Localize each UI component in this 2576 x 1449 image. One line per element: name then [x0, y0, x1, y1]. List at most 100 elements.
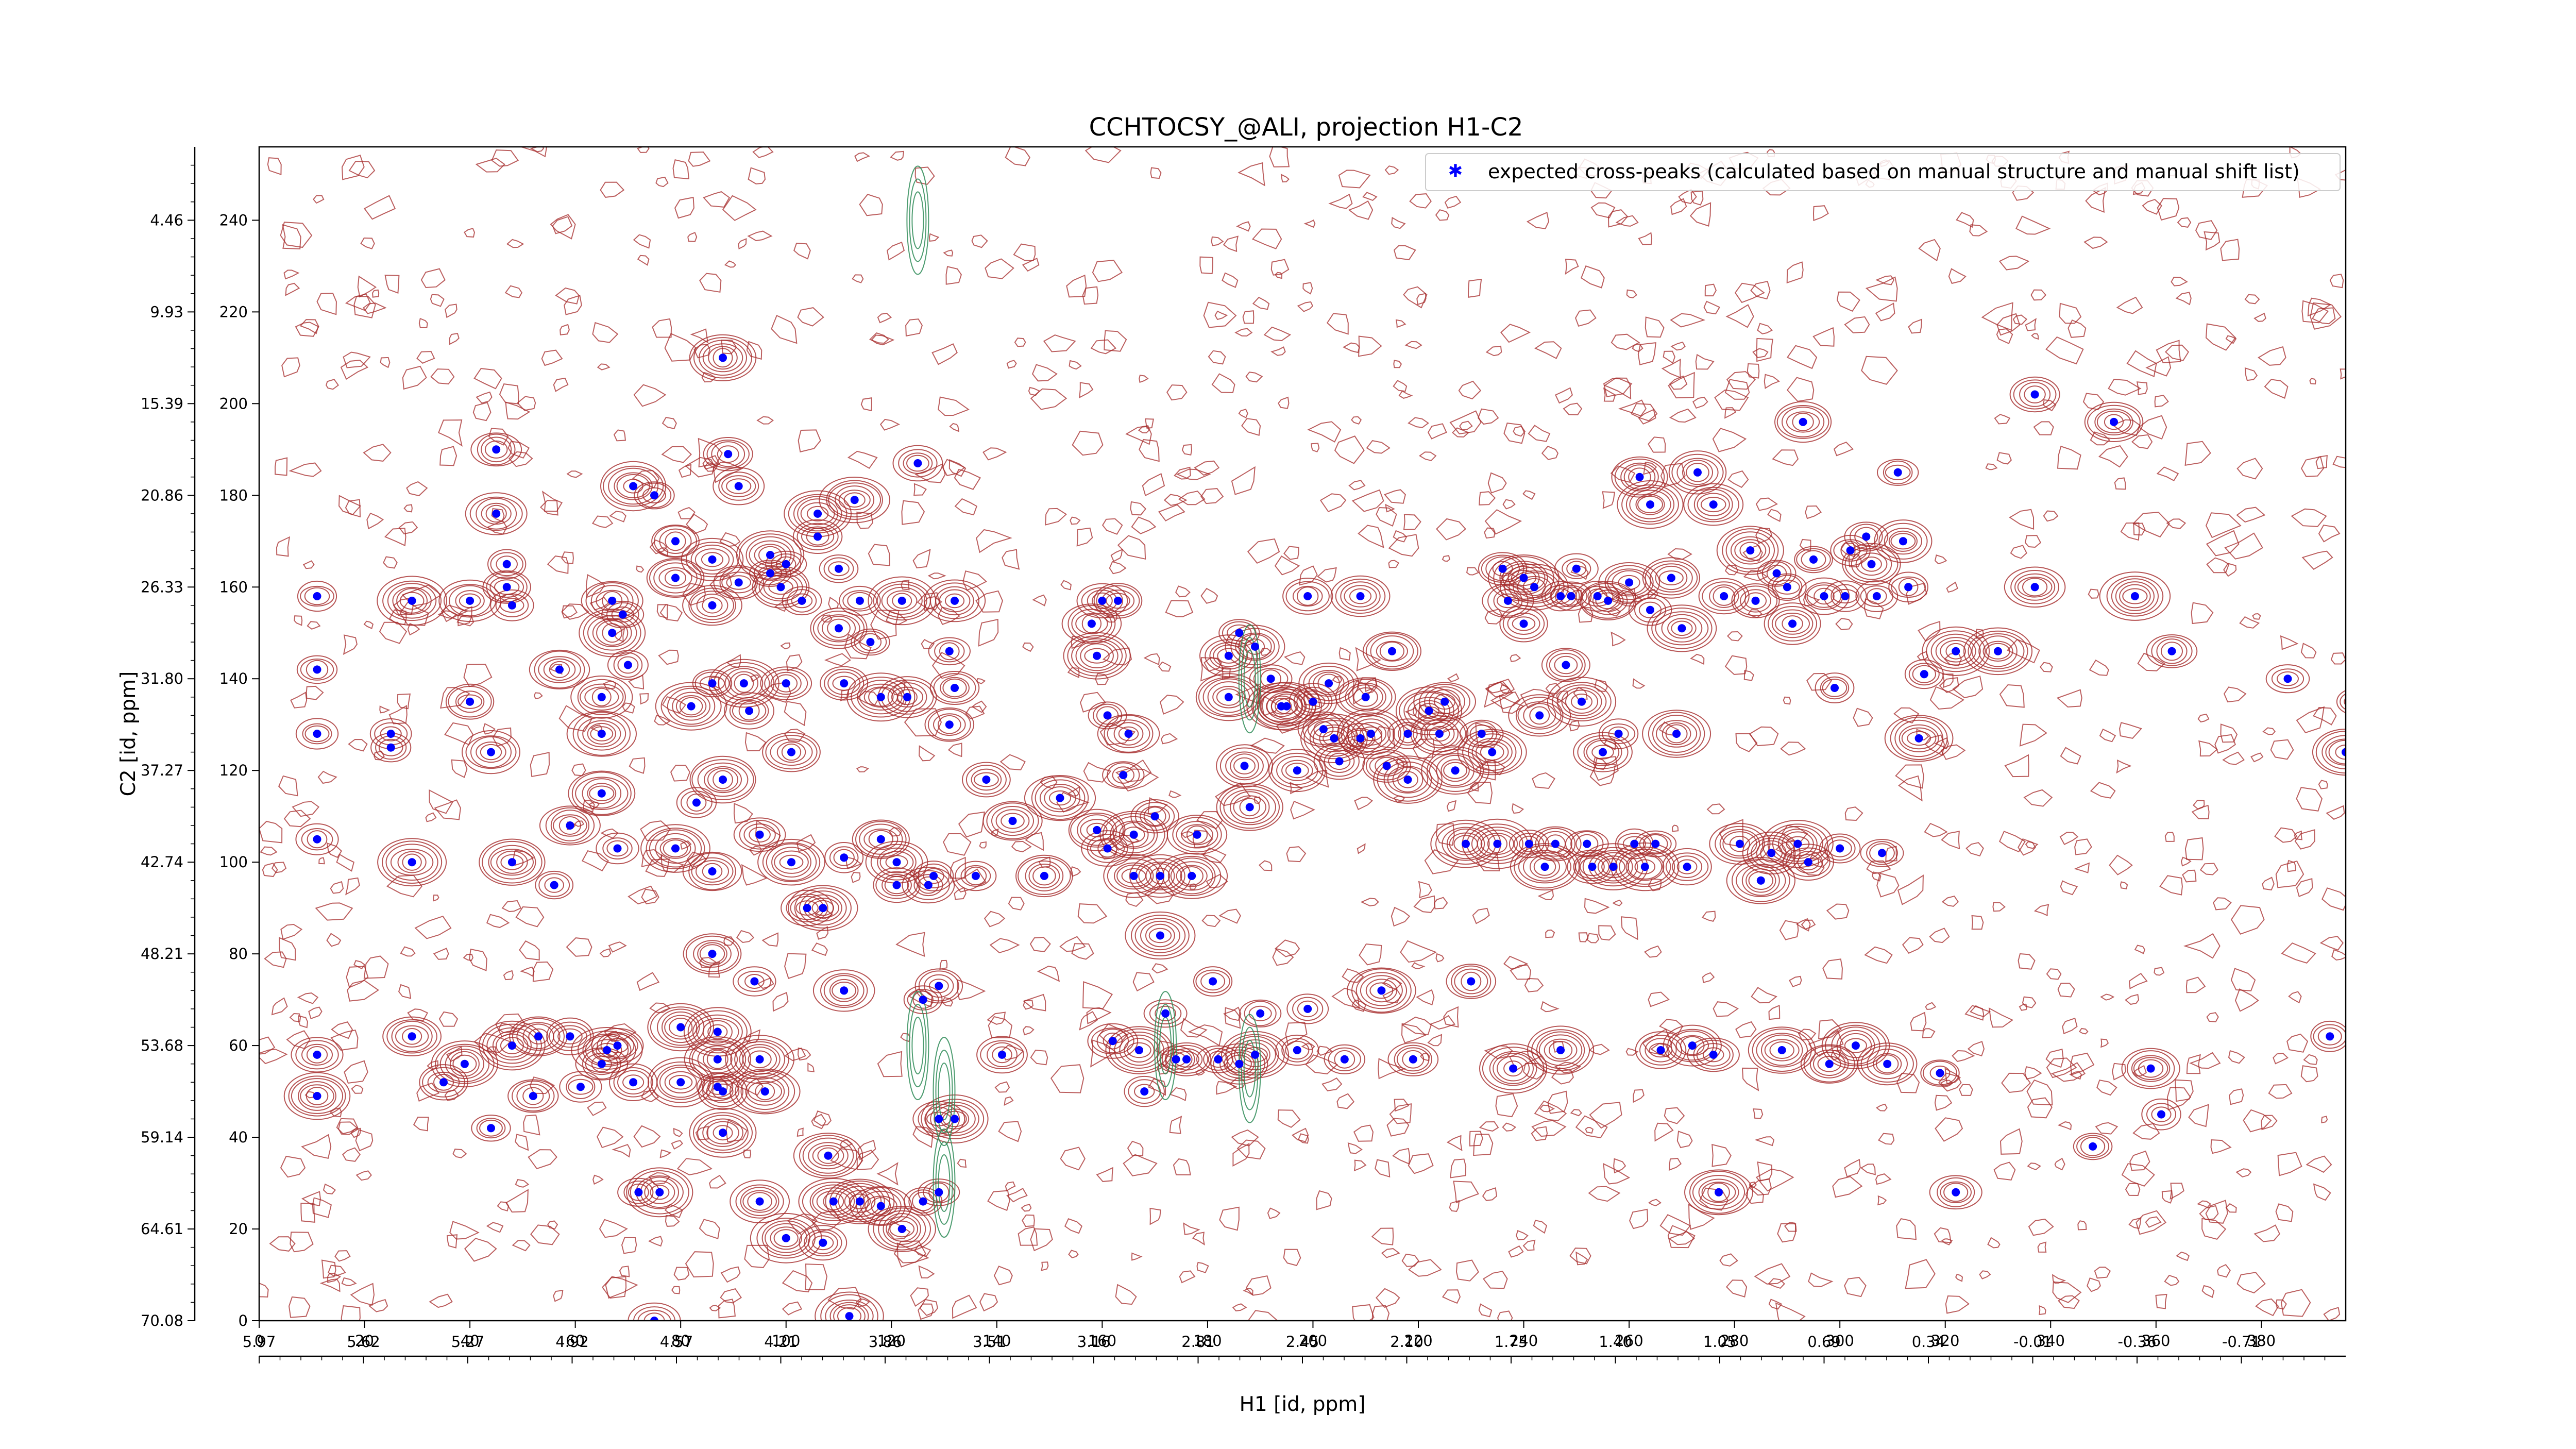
- noise-contour: [2313, 1183, 2331, 1201]
- cross-peak-point: [1293, 766, 1301, 775]
- noise-contour: [1878, 1133, 1895, 1145]
- noise-contour: [340, 360, 369, 380]
- peak-contour: [596, 589, 629, 612]
- cross-peak-point: [1103, 844, 1112, 853]
- cross-peak-point: [597, 789, 606, 798]
- noise-contour: [1353, 1124, 1374, 1142]
- noise-contour: [2176, 1251, 2190, 1261]
- noise-contour: [641, 888, 659, 904]
- peak-contour: [974, 772, 999, 787]
- noise-contour: [605, 1276, 638, 1299]
- noise-contour: [1023, 993, 1046, 1012]
- peak-contour: [1794, 546, 1833, 574]
- peak-contour: [1861, 557, 1882, 572]
- noise-contour: [319, 1278, 341, 1292]
- noise-contour: [1060, 1147, 1086, 1171]
- noise-contour: [756, 416, 774, 425]
- noise-contour: [993, 1266, 1013, 1286]
- peak-contour: [707, 1024, 728, 1040]
- noise-contour: [1768, 1278, 1785, 1289]
- noise-contour: [2307, 297, 2332, 317]
- peak-contour: [1571, 694, 1592, 710]
- noise-contour: [2145, 356, 2172, 377]
- noise-contour: [1922, 1028, 1936, 1038]
- peak-contour: [1338, 679, 1393, 716]
- peak-contour: [397, 851, 427, 873]
- peak-contour: [768, 579, 793, 595]
- noise-contour: [998, 1121, 1022, 1142]
- peak-contour: [1134, 918, 1186, 953]
- peak-contour: [479, 838, 546, 886]
- peak-contour: [745, 1077, 785, 1106]
- noise-contour: [1261, 695, 1280, 716]
- peak-contour: [2156, 638, 2188, 664]
- negative-contour: [906, 991, 929, 1101]
- cross-peak-point: [1403, 730, 1412, 738]
- noise-contour: [1400, 940, 1437, 963]
- peak-contour: [1968, 630, 2028, 672]
- noise-contour: [1626, 289, 1637, 298]
- peak-contour: [1757, 560, 1797, 587]
- peak-contour: [382, 1016, 442, 1057]
- cross-peak-point: [945, 720, 954, 729]
- noise-contour: [1194, 460, 1220, 476]
- peak-contour: [1809, 1049, 1849, 1079]
- noise-contour: [1395, 319, 1406, 328]
- cross-peak-point: [829, 1197, 838, 1206]
- peak-contour: [1891, 576, 1926, 598]
- noise-contour: [797, 307, 824, 327]
- peak-contour: [455, 690, 485, 713]
- noise-contour: [1526, 211, 1550, 229]
- peak-contour: [1266, 695, 1297, 717]
- noise-contour: [1896, 1072, 1920, 1093]
- peak-contour: [1419, 684, 1470, 720]
- peak-contour: [924, 974, 954, 998]
- peak-contour: [902, 867, 955, 904]
- x-tick-label: 20: [355, 1332, 374, 1350]
- y-tick-label: 80: [229, 945, 248, 963]
- noise-contour: [476, 391, 493, 404]
- peak-contour: [582, 720, 621, 748]
- peak-contour: [482, 840, 543, 884]
- cross-peak-point: [1451, 766, 1460, 775]
- noise-contour: [1479, 1121, 1499, 1132]
- peak-contour: [1362, 631, 1421, 671]
- peak-contour: [1176, 865, 1208, 887]
- noise-contour: [807, 1062, 815, 1072]
- cross-peak-point: [408, 596, 416, 605]
- peak-contour: [659, 528, 692, 554]
- peak-contour: [438, 579, 501, 622]
- y-tick-label: 180: [219, 486, 248, 504]
- y-tick-label: 200: [219, 395, 248, 412]
- noise-contour: [1455, 1259, 1479, 1282]
- peak-contour: [1323, 731, 1346, 746]
- noise-contour: [2136, 1210, 2167, 1235]
- peak-contour: [1093, 583, 1143, 619]
- peak-contour: [1035, 779, 1086, 817]
- cross-peak-point: [734, 482, 743, 491]
- peak-contour: [448, 686, 492, 718]
- cross-peak-point: [1303, 592, 1312, 600]
- noise-contour: [1458, 380, 1482, 400]
- noise-contour: [724, 260, 737, 268]
- noise-contour: [1375, 1159, 1391, 1178]
- peak-contour: [1707, 1182, 1730, 1202]
- noise-contour: [1284, 651, 1306, 665]
- noise-contour: [259, 1049, 288, 1065]
- noise-contour: [982, 447, 1007, 461]
- noise-contour: [1459, 420, 1473, 431]
- noise-contour: [919, 745, 936, 762]
- noise-contour: [2155, 1293, 2167, 1309]
- y-ppm-tick-label: 64.61: [141, 1220, 183, 1238]
- noise-contour: [723, 936, 735, 946]
- noise-contour: [912, 548, 931, 569]
- peak-contour: [1595, 592, 1621, 610]
- cross-peak-point: [1599, 748, 1607, 756]
- noise-contour: [917, 592, 940, 611]
- peak-contour: [1145, 863, 1175, 889]
- peak-contour: [1124, 1075, 1165, 1107]
- noise-contour: [901, 500, 925, 525]
- peak-contour: [1360, 975, 1403, 1006]
- noise-contour: [2280, 1289, 2311, 1317]
- noise-contour: [2250, 752, 2264, 763]
